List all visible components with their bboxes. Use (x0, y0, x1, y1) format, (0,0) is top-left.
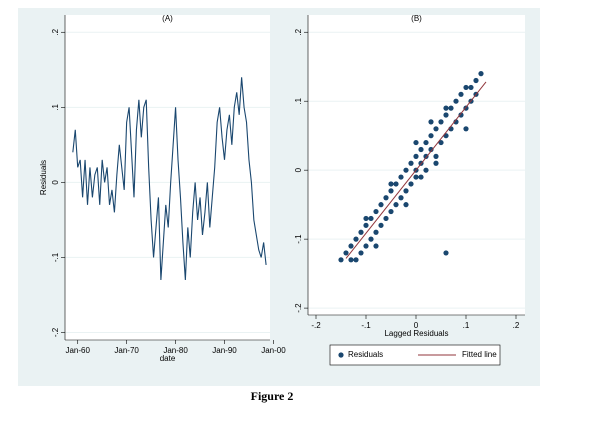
scatter-point (458, 112, 464, 118)
scatter-point (423, 139, 429, 146)
legend-label: Fitted line (462, 350, 497, 359)
scatter-point (433, 160, 439, 166)
scatter-point (388, 181, 394, 187)
scatter-point (373, 208, 379, 215)
y-tick-label: 0 (294, 167, 303, 172)
scatter-point (478, 71, 484, 77)
scatter-point (413, 139, 419, 146)
scatter-point (418, 174, 424, 180)
legend-label: Residuals (348, 350, 383, 359)
scatter-point (453, 98, 459, 104)
scatter-point (448, 105, 454, 111)
legend-swatch (338, 352, 344, 358)
scatter-point (428, 119, 434, 125)
scatter-point (343, 250, 349, 256)
scatter-point (378, 222, 384, 228)
x-tick-label: Jan-00 (261, 346, 286, 355)
scatter-point (353, 236, 359, 242)
scatter-point (398, 195, 404, 201)
y-tick-label: -.1 (294, 234, 303, 244)
scatter-point (388, 188, 394, 194)
scatter-point (403, 188, 409, 194)
scatter-point (383, 215, 389, 222)
scatter-point (443, 112, 449, 118)
scatter-point (433, 126, 439, 132)
x-tick-label: Jan-70 (114, 346, 139, 355)
scatter-point (463, 126, 469, 132)
x-tick-label: .2 (513, 321, 520, 330)
x-axis-label: Lagged Residuals (384, 329, 448, 338)
residual-line (72, 77, 267, 280)
plot-area (308, 15, 525, 315)
x-tick-label: Jan-80 (163, 346, 188, 355)
y-axis-label: Residuals (39, 160, 48, 195)
x-tick-label: Jan-90 (212, 346, 237, 355)
legend-box (329, 344, 501, 366)
scatter-point (428, 146, 434, 153)
scatter-point (433, 153, 439, 159)
scatter-point (413, 174, 419, 180)
panel-title: (B) (411, 14, 422, 23)
scatter-point (403, 202, 409, 208)
scatter-point (348, 257, 354, 263)
y-tick-label: .2 (51, 28, 60, 35)
scatter-point (413, 153, 419, 159)
scatter-point (408, 160, 414, 166)
scatter-point (368, 215, 374, 222)
scatter-point (358, 250, 364, 256)
panel-title: (A) (162, 14, 173, 23)
fitted-line (345, 81, 487, 259)
scatter-point (358, 229, 364, 235)
scatter-point (403, 167, 409, 173)
scatter-point (393, 202, 399, 208)
scatter-point (388, 208, 394, 215)
x-tick-label: -.2 (311, 321, 321, 330)
scatter-point (363, 222, 369, 228)
y-tick-label: .1 (294, 97, 303, 104)
plot-area (65, 15, 270, 340)
scatter-point (363, 215, 369, 222)
scatter-point (373, 229, 379, 235)
x-tick-label: 0 (414, 321, 419, 330)
y-tick-label: -.1 (51, 252, 60, 262)
scatter-point (473, 77, 479, 84)
scatter-point (418, 146, 424, 153)
scatter-point (428, 133, 434, 139)
scatter-point (378, 202, 384, 208)
scatter-point (383, 195, 389, 201)
x-axis-label: date (160, 354, 176, 363)
scatter-point (398, 174, 404, 180)
scatter-point (338, 257, 344, 263)
scatter-point (468, 84, 474, 91)
scatter-point (408, 181, 414, 187)
scatter-point (463, 84, 469, 91)
y-tick-label: .1 (51, 103, 60, 110)
scatter-point (373, 243, 379, 249)
y-tick-label: .2 (294, 28, 303, 35)
x-tick-label: .1 (463, 321, 470, 330)
scatter-point (393, 181, 399, 187)
x-tick-label: Jan-60 (65, 346, 90, 355)
y-tick-label: 0 (51, 180, 60, 185)
caption: Figure 2 (251, 389, 294, 403)
scatter-point (443, 105, 449, 111)
scatter-point (438, 119, 444, 125)
y-tick-label: -.2 (294, 303, 303, 313)
x-tick-label: -.1 (361, 321, 371, 330)
scatter-point (353, 257, 359, 263)
scatter-point (348, 243, 354, 249)
scatter-point (438, 139, 444, 146)
scatter-point (363, 243, 369, 249)
scatter-point (443, 250, 449, 256)
scatter-point (368, 236, 374, 242)
scatter-point (458, 91, 464, 97)
scatter-point (423, 153, 429, 159)
y-tick-label: -.2 (51, 327, 60, 337)
scatter-point (423, 167, 429, 173)
